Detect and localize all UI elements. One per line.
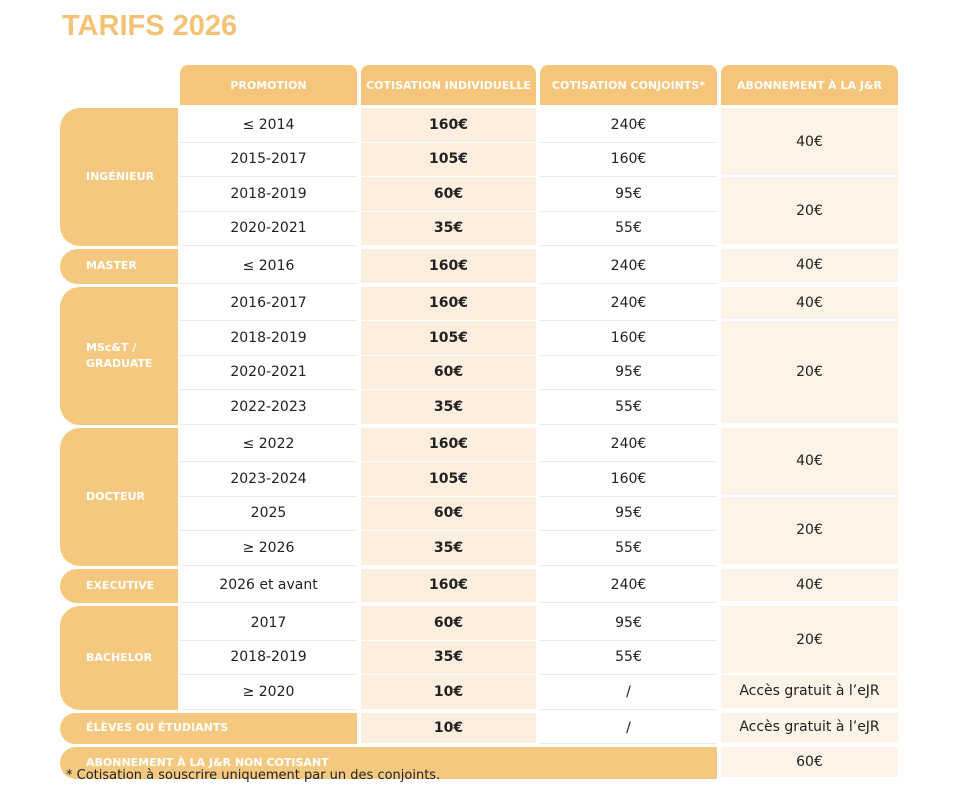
promotion: 2017: [180, 606, 357, 641]
individual-fee: 35€: [361, 531, 536, 566]
title: TARIFS 2026: [62, 10, 238, 42]
promotion: 2020-2021: [180, 211, 357, 246]
spouse-fee: 240€: [540, 568, 717, 603]
spouse-fee: 95€: [540, 177, 717, 212]
spouse-fee: 240€: [540, 427, 717, 462]
subscription: 20€: [721, 606, 898, 675]
subscription: 20€: [721, 496, 898, 566]
individual-fee: 160€: [361, 568, 536, 603]
individual-fee: 105€: [361, 321, 536, 356]
group-label: BACHELOR: [60, 606, 178, 710]
group-label: EXECUTIVE: [60, 568, 178, 603]
group-label: MASTER: [60, 249, 178, 284]
group-label: DOCTEUR: [60, 427, 178, 566]
spouse-fee: 95€: [540, 606, 717, 641]
spouse-fee: 95€: [540, 496, 717, 531]
spouse-fee: 240€: [540, 286, 717, 321]
individual-fee: 35€: [361, 640, 536, 675]
individual-fee: 35€: [361, 211, 536, 246]
promotion: 2025: [180, 496, 357, 531]
promotion: 2026 et avant: [180, 568, 357, 603]
footnote: * Cotisation à souscrire uniquement par …: [66, 768, 441, 783]
promotion: 2018-2019: [180, 177, 357, 212]
group-label: MSc&T / GRADUATE: [60, 286, 178, 425]
spouse-fee: 240€: [540, 108, 717, 143]
subscription: 40€: [721, 249, 898, 284]
subscription: Accès gratuit à l’eJR: [721, 675, 898, 710]
promotion: 2018-2019: [180, 321, 357, 356]
spouse-fee: 55€: [540, 531, 717, 566]
promotion: 2022-2023: [180, 390, 357, 425]
subscription: 20€: [721, 177, 898, 246]
promotion: 2018-2019: [180, 640, 357, 675]
individual-fee: 160€: [361, 108, 536, 143]
individual-fee: 60€: [361, 496, 536, 531]
subscription: 40€: [721, 108, 898, 177]
spouse-fee: 55€: [540, 211, 717, 246]
individual-fee: 160€: [361, 427, 536, 462]
individual-fee: 10€: [361, 712, 536, 744]
spouse-fee: 240€: [540, 249, 717, 284]
promotion: 2016-2017: [180, 286, 357, 321]
individual-fee: 60€: [361, 177, 536, 212]
column-header: COTISATION CONJOINTS*: [540, 65, 717, 105]
individual-fee: 160€: [361, 249, 536, 284]
spouse-fee: 160€: [540, 321, 717, 356]
subscription: 20€: [721, 321, 898, 425]
spouse-fee: 55€: [540, 640, 717, 675]
subscription: 40€: [721, 427, 898, 497]
promotion: ≤ 2016: [180, 249, 357, 284]
spouse-fee: /: [540, 712, 717, 744]
group-label: ABONNEMENT À LA J&R NON COTISANT: [60, 746, 717, 779]
spouse-fee: 55€: [540, 390, 717, 425]
spouse-fee: 95€: [540, 355, 717, 390]
promotion: ≤ 2014: [180, 108, 357, 143]
column-header: COTISATION INDIVIDUELLE: [361, 65, 536, 105]
promotion: ≤ 2022: [180, 427, 357, 462]
column-header: ABONNEMENT À LA J&R: [721, 65, 898, 105]
subscription: Accès gratuit à l’eJR: [721, 712, 898, 744]
promotion: 2020-2021: [180, 355, 357, 390]
group-label: ÉLÈVES OU ÉTUDIANTS: [60, 712, 357, 744]
subscription: 40€: [721, 286, 898, 321]
subscription: 40€: [721, 568, 898, 603]
individual-fee: 10€: [361, 675, 536, 710]
spouse-fee: /: [540, 675, 717, 710]
spouse-fee: 160€: [540, 142, 717, 177]
individual-fee: 160€: [361, 286, 536, 321]
individual-fee: 60€: [361, 606, 536, 641]
column-header: PROMOTION: [180, 65, 357, 105]
individual-fee: 60€: [361, 355, 536, 390]
promotion: ≥ 2020: [180, 675, 357, 710]
promotion: 2015-2017: [180, 142, 357, 177]
spouse-fee: 160€: [540, 462, 717, 497]
individual-fee: 35€: [361, 390, 536, 425]
individual-fee: 105€: [361, 462, 536, 497]
subscription: 60€: [721, 746, 898, 779]
promotion: ≥ 2026: [180, 531, 357, 566]
promotion: 2023-2024: [180, 462, 357, 497]
individual-fee: 105€: [361, 142, 536, 177]
group-label: INGÉNIEUR: [60, 108, 178, 246]
